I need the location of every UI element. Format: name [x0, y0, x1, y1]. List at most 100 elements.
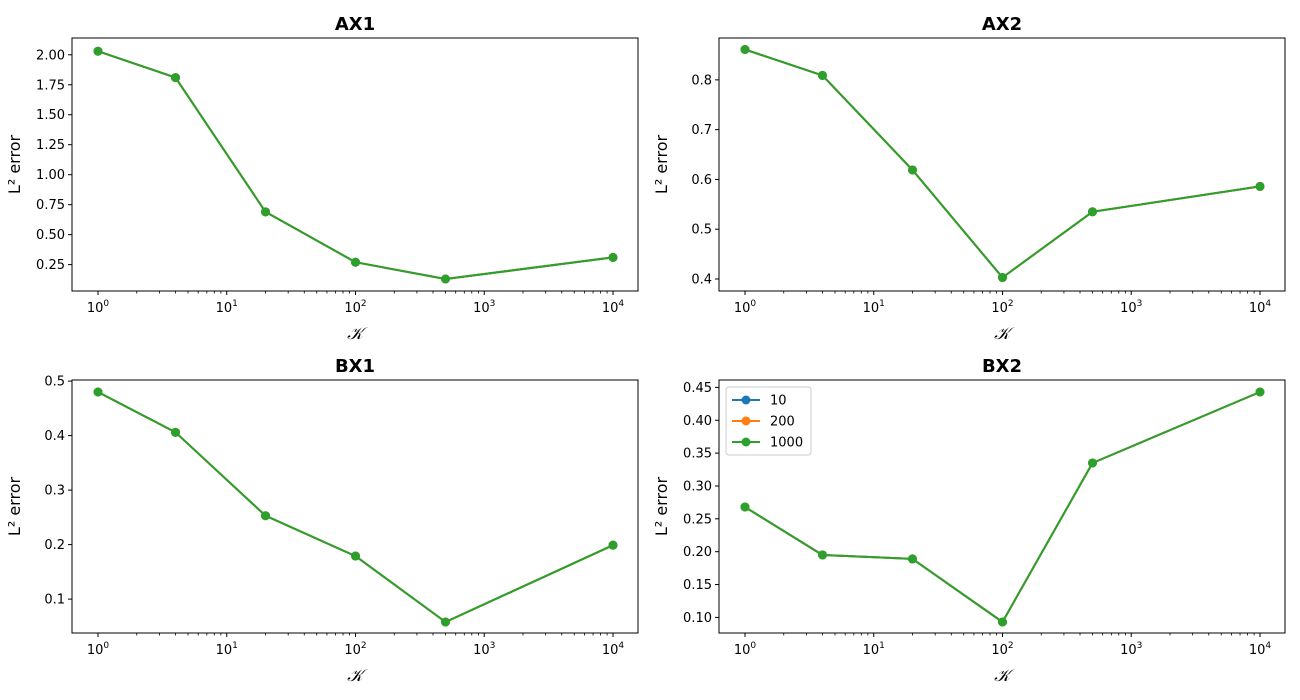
x-axis-label: 𝒦 [347, 666, 368, 686]
y-tick-label: 0.2 [44, 538, 65, 553]
y-tick-label: 1.25 [36, 138, 65, 153]
series-1000 [740, 45, 1265, 283]
x-tick-label: 103 [1120, 641, 1142, 658]
y-tick-label: 1.00 [36, 168, 65, 183]
data-point [261, 511, 271, 521]
legend: 10 200 1000 [725, 386, 812, 456]
legend-label: 200 [770, 415, 795, 430]
data-point [1087, 207, 1097, 217]
data-point [998, 617, 1007, 627]
series-10 [93, 46, 618, 284]
panel-title: BX1 [335, 356, 375, 377]
panel-3: BX2 0.10 0.15 0.20 0.25 0.30 0.35 0.40 0.45 100 10… [652, 356, 1286, 686]
panel-2: BX1 0.1 0.2 0.3 0.4 0.5 100 101 102 103 104 𝒦 L² err… [5, 356, 639, 686]
series-200 [740, 45, 1265, 283]
y-tick-label: 0.35 [683, 447, 712, 462]
panel-0: AX1 0.25 0.50 0.75 1.00 1.25 1.50 1.75 2.00 100 10… [5, 14, 639, 344]
x-tick-label: 102 [991, 299, 1013, 316]
y-axis-label: L² error [652, 477, 671, 537]
x-tick-label: 101 [863, 641, 885, 658]
y-tick-label: 0.75 [36, 198, 65, 213]
y-tick-label: 0.10 [683, 611, 712, 626]
series-line [97, 50, 614, 280]
x-tick-label: 104 [602, 641, 625, 658]
series-1000 [740, 387, 1265, 627]
data-point [608, 540, 618, 550]
legend-marker [741, 437, 751, 447]
series-line [744, 391, 1261, 623]
series-line [97, 391, 614, 623]
y-tick-label: 0.40 [683, 414, 712, 429]
series-line [744, 391, 1261, 623]
y-tick-label: 1.50 [36, 108, 65, 123]
data-point [1255, 181, 1265, 191]
series-line [744, 48, 1261, 279]
y-axis-label: L² error [5, 477, 24, 537]
panel-title: AX1 [335, 14, 375, 35]
x-tick-label: 100 [734, 299, 757, 316]
y-tick-label: 0.4 [691, 273, 712, 288]
y-tick-label: 0.3 [44, 484, 65, 499]
series-200 [93, 46, 618, 284]
x-tick-label: 100 [87, 299, 110, 316]
series-line [97, 391, 614, 623]
data-point [171, 73, 181, 83]
data-point [261, 207, 271, 217]
y-tick-label: 0.5 [44, 375, 65, 390]
data-point [998, 273, 1007, 283]
series-line [97, 50, 614, 280]
y-axis-label: L² error [5, 135, 24, 195]
legend-label: 10 [770, 394, 787, 409]
y-axis-label: L² error [652, 135, 671, 195]
panel-1: AX2 0.4 0.5 0.6 0.7 0.8 100 101 102 103 104 𝒦 L² err… [652, 14, 1286, 344]
data-point [351, 257, 360, 267]
y-tick-label: 0.25 [683, 512, 712, 527]
x-tick-label: 100 [87, 641, 110, 658]
data-point [440, 617, 450, 627]
x-tick-label: 104 [1249, 641, 1272, 658]
data-point [171, 427, 181, 437]
data-point [93, 46, 103, 56]
data-point [740, 502, 750, 512]
data-point [740, 45, 750, 55]
y-tick-label: 0.7 [691, 123, 712, 138]
legend-marker [741, 395, 751, 405]
data-point [908, 554, 918, 564]
series-10 [93, 387, 618, 627]
x-tick-label: 104 [1249, 299, 1272, 316]
x-tick-label: 102 [344, 641, 366, 658]
y-tick-label: 0.15 [683, 578, 712, 593]
axes-frame [718, 37, 1286, 292]
x-tick-label: 103 [1120, 299, 1142, 316]
y-tick-label: 0.45 [683, 381, 712, 396]
y-tick-label: 0.50 [36, 228, 65, 243]
series-200 [93, 387, 618, 627]
x-tick-label: 102 [344, 299, 366, 316]
panel-title: BX2 [982, 356, 1022, 377]
y-tick-label: 0.8 [691, 73, 712, 88]
x-tick-label: 101 [863, 299, 885, 316]
y-tick-label: 0.30 [683, 479, 712, 494]
data-point [1255, 387, 1265, 397]
series-line [744, 391, 1261, 623]
data-point [1087, 458, 1097, 468]
y-tick-label: 0.6 [691, 173, 712, 188]
series-1000 [93, 387, 618, 627]
data-point [908, 165, 918, 175]
x-tick-label: 103 [473, 299, 495, 316]
y-tick-label: 2.00 [36, 48, 65, 63]
series-line [744, 48, 1261, 279]
series-1000 [93, 46, 618, 284]
y-tick-label: 0.1 [44, 593, 65, 608]
legend-marker [741, 416, 751, 426]
data-point [818, 550, 828, 560]
legend-label: 1000 [770, 436, 803, 451]
data-point [351, 551, 360, 561]
series-line [744, 48, 1261, 279]
x-tick-label: 102 [991, 641, 1013, 658]
axes-frame [71, 37, 639, 292]
y-tick-label: 0.5 [691, 223, 712, 238]
x-axis-label: 𝒦 [994, 666, 1015, 686]
data-point [818, 70, 828, 80]
